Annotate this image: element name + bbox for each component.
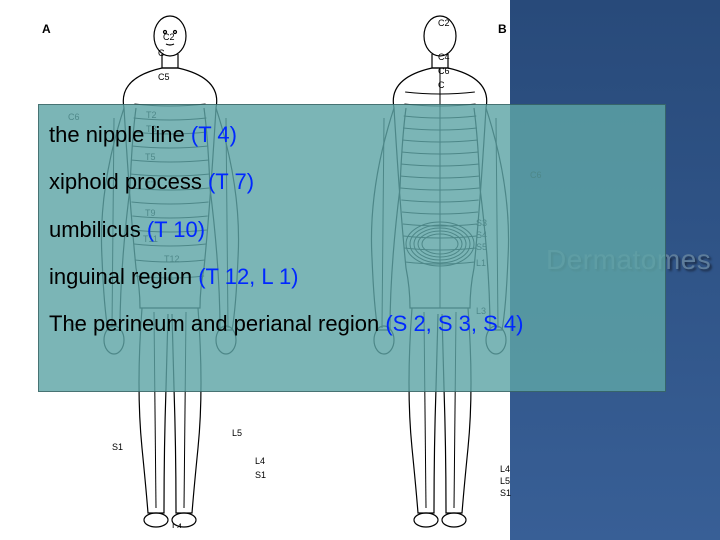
svg-text:C2: C2 <box>438 18 450 28</box>
slide-stage: A B C2CC5C6T2T3T5T7T9T11T12L1T1S1L4L5L4S… <box>0 0 720 540</box>
svg-text:L5: L5 <box>500 476 510 486</box>
svg-text:L4: L4 <box>500 464 510 474</box>
landmark-text: umbilicus <box>49 217 147 242</box>
landmark-level: (T 7) <box>208 169 254 194</box>
svg-text:C: C <box>438 80 445 90</box>
svg-text:C5: C5 <box>158 72 170 82</box>
svg-text:C4: C4 <box>438 52 450 62</box>
landmark-line: The perineum and perianal region (S 2, S… <box>47 300 657 347</box>
landmark-text: The perineum and perianal region <box>49 311 385 336</box>
svg-text:L4: L4 <box>172 522 182 528</box>
landmark-text: the nipple line <box>49 122 191 147</box>
svg-text:S1: S1 <box>500 488 511 498</box>
landmark-line: xiphoid process (T 7) <box>47 158 657 205</box>
svg-text:S1: S1 <box>112 442 123 452</box>
landmark-text: xiphoid process <box>49 169 208 194</box>
landmark-level: (S 2, S 3, S 4) <box>385 311 523 336</box>
landmark-level: (T 4) <box>191 122 237 147</box>
landmark-line: the nipple line (T 4) <box>47 111 657 158</box>
landmark-text: inguinal region <box>49 264 198 289</box>
landmark-line: umbilicus (T 10) <box>47 206 657 253</box>
svg-text:L4: L4 <box>255 456 265 466</box>
svg-text:S1: S1 <box>255 470 266 480</box>
svg-text:L5: L5 <box>232 428 242 438</box>
svg-text:C: C <box>158 48 165 58</box>
svg-text:C6: C6 <box>438 66 450 76</box>
landmark-level: (T 10) <box>147 217 205 242</box>
svg-text:C2: C2 <box>163 32 175 42</box>
landmark-level: (T 12, L 1) <box>198 264 298 289</box>
dermatome-landmark-box: the nipple line (T 4)xiphoid process (T … <box>38 104 666 392</box>
landmark-line: inguinal region (T 12, L 1) <box>47 253 657 300</box>
panel-label-a: A <box>42 22 51 36</box>
